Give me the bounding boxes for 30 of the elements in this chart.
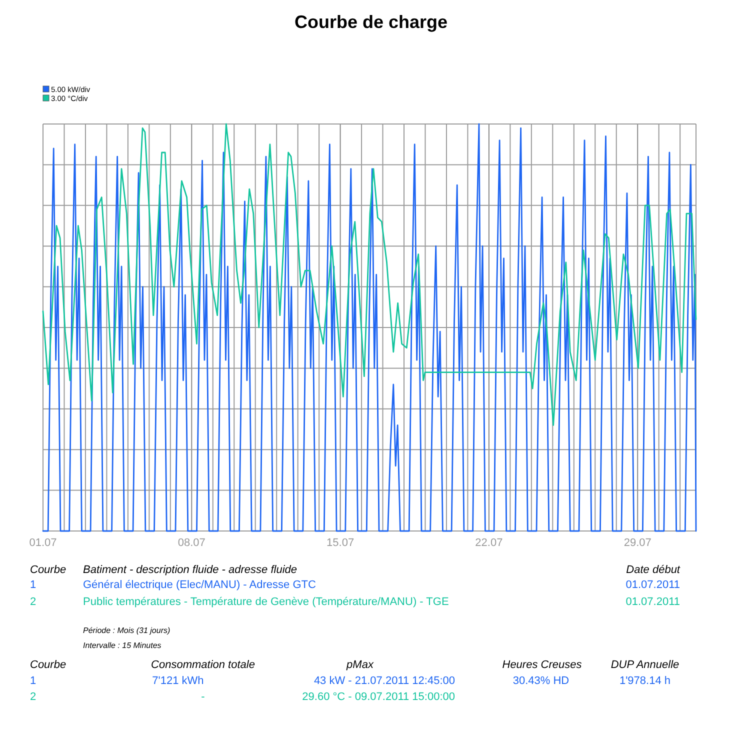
text: Courbe (30, 659, 66, 671)
text: 43 kW - 21.07.2011 12:45:00 (314, 675, 455, 687)
text: Intervalle : 15 Minutes (83, 641, 162, 650)
text: 01.07.2011 (626, 596, 680, 608)
text: Date début (626, 564, 681, 576)
text: Général électrique (Elec/MANU) - Adresse GTC (83, 579, 316, 591)
text: DUP Annuelle (610, 659, 680, 671)
text: 1'978.14 h (619, 675, 671, 687)
text: 1 (30, 675, 36, 687)
text: 1 (30, 579, 36, 591)
text: 2 (30, 691, 36, 703)
text: 7'121 kWh (152, 675, 204, 687)
text: Batiment - description fluide - adresse fluide (83, 564, 297, 576)
text: 30.43% HD (512, 675, 570, 687)
text: Courbe (30, 564, 66, 576)
x-tick-label: 01.07 (29, 536, 57, 549)
text: Heures Creuses (502, 659, 582, 671)
text: Public températures - Température de Genève (Température/MANU) - TGE (83, 596, 449, 608)
x-tick-label: 15.07 (326, 536, 354, 549)
text: 2 (30, 596, 36, 608)
text: Période : Mois (31 jours) (83, 626, 170, 635)
text: pMax (346, 659, 374, 671)
text: Consommation totale (151, 659, 255, 671)
text: - (201, 691, 206, 703)
x-tick-label: 29.07 (624, 536, 652, 549)
text: 29.60 °C - 09.07.2011 15:00:00 (302, 691, 455, 703)
text: 01.07.2011 (626, 579, 680, 591)
chart-title: Courbe de charge (294, 12, 448, 32)
x-tick-label: 08.07 (178, 536, 206, 549)
x-tick-label: 22.07 (475, 536, 503, 549)
